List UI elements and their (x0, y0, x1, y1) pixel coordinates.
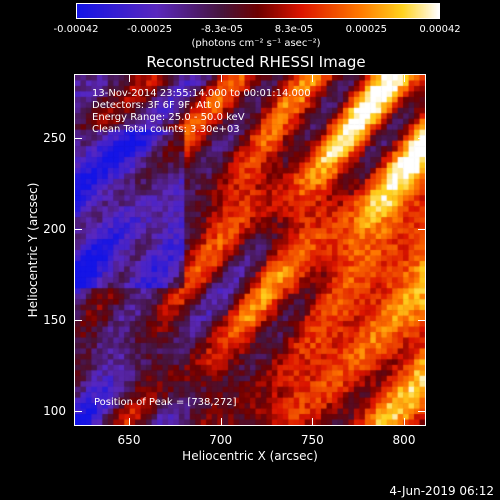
colorbar-tick-label: -0.00025 (127, 24, 173, 35)
timestamp: 4-Jun-2019 06:12 (389, 484, 494, 498)
x-tick-mark (129, 418, 130, 426)
x-tick-mark (312, 74, 314, 82)
x-tick-mark (404, 418, 405, 426)
y-tick-mark (418, 320, 426, 322)
colorbar-tick-label: 0.00042 (419, 24, 461, 35)
colorbar-tick-label: 0.00025 (345, 24, 388, 35)
y-tick-mark (418, 137, 426, 139)
info-time-range: 13-Nov-2014 23:55:14.000 to 00:01:14.000 (92, 88, 311, 99)
colorbar-tick-label: -0.00042 (53, 24, 99, 35)
y-tick-mark (74, 320, 82, 322)
y-tick-label: 200 (43, 222, 66, 237)
y-tick-label: 100 (43, 404, 66, 419)
info-total-counts: Clean Total counts: 3.30e+03 (92, 124, 240, 135)
x-tick-mark (220, 74, 222, 82)
x-tick-mark (220, 418, 222, 426)
y-tick-label: 150 (43, 313, 66, 328)
info-detectors: Detectors: 3F 6F 9F, Att 0 (92, 100, 221, 111)
info-energy-range: Energy Range: 25.0 - 50.0 keV (92, 112, 245, 123)
peak-position-label: Position of Peak = [738,272] (94, 397, 237, 408)
y-tick-mark (74, 137, 82, 139)
y-tick-mark (74, 411, 82, 413)
x-tick-mark (404, 74, 405, 82)
x-axis-label: Heliocentric X (arcsec) (182, 449, 318, 463)
chart-title: Reconstructed RHESSI Image (146, 53, 366, 71)
y-axis-label: Heliocentric Y (arcsec) (26, 182, 40, 318)
y-tick-mark (418, 229, 426, 231)
y-tick-mark (418, 411, 426, 413)
x-tick-mark (312, 418, 314, 426)
x-tick-label: 750 (300, 433, 324, 447)
colorbar-gradient (76, 3, 440, 19)
colorbar-tick-label: -8.3e-05 (201, 24, 244, 35)
colorbar-tick-label: 8.3e-05 (274, 24, 314, 35)
x-tick-label: 650 (117, 433, 141, 447)
y-tick-mark (74, 229, 82, 231)
y-tick-label: 250 (43, 130, 66, 145)
heatmap-image (75, 75, 425, 425)
x-tick-label: 800 (392, 433, 416, 447)
heatmap-plot (74, 74, 426, 426)
x-tick-label: 700 (209, 433, 233, 447)
x-tick-mark (129, 74, 130, 82)
colorbar-units-label: (photons cm⁻² s⁻¹ asec⁻²) (191, 38, 321, 49)
